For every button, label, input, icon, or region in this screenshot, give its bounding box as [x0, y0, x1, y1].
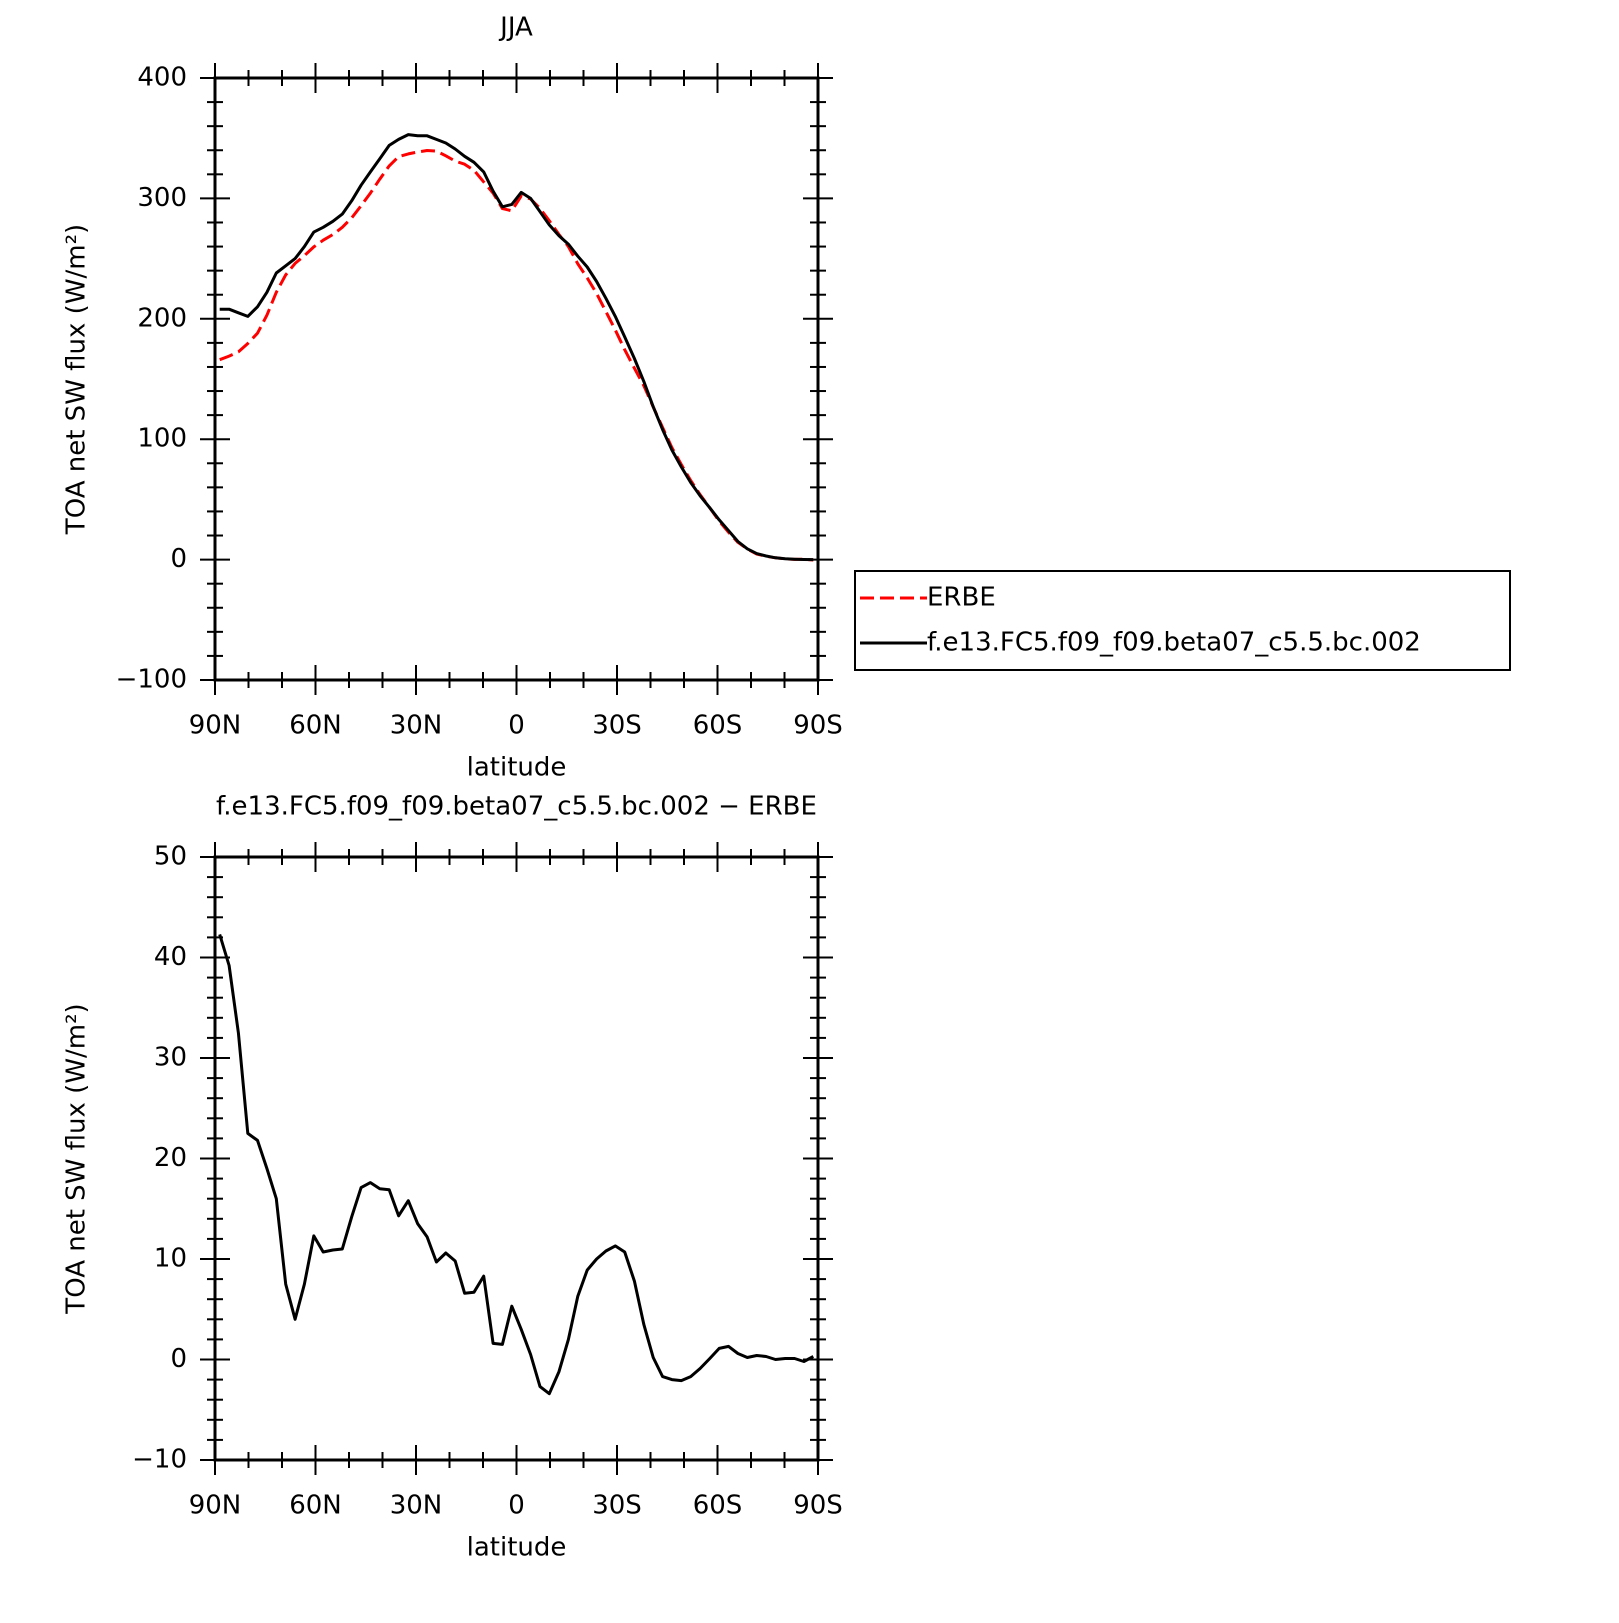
x-tick-label: 30S — [592, 1491, 642, 1521]
x-tick-label: 30N — [390, 1491, 443, 1521]
x-axis-label: latitude — [467, 1533, 567, 1563]
y-tick-label: 20 — [154, 1143, 187, 1173]
x-tick-label: 0 — [508, 1491, 525, 1521]
legend-box — [854, 570, 1511, 671]
y-tick-label: 400 — [137, 63, 187, 93]
x-tick-label: 60S — [693, 711, 743, 741]
data-line — [219, 133, 814, 562]
y-tick-label: 100 — [137, 424, 187, 454]
y-tick-label: −10 — [132, 1445, 187, 1475]
x-tick-label: 60N — [289, 1491, 342, 1521]
y-tick-label: 0 — [170, 544, 187, 574]
chart-title: f.e13.FC5.f09_f09.beta07_c5.5.bc.002 − E… — [216, 792, 817, 822]
plot-frame — [213, 76, 820, 682]
y-tick-label: 30 — [154, 1043, 187, 1073]
x-tick-label: 0 — [508, 711, 525, 741]
x-tick-label: 90S — [793, 1491, 843, 1521]
x-tick-label: 90S — [793, 711, 843, 741]
x-axis-label: latitude — [467, 753, 567, 783]
y-axis-label: TOA net SW flux (W/m²) — [62, 1003, 92, 1314]
x-tick-label: 60S — [693, 1491, 743, 1521]
y-axis-label: TOA net SW flux (W/m²) — [62, 224, 92, 535]
y-tick-label: 50 — [154, 842, 187, 872]
x-tick-label: 60N — [289, 711, 342, 741]
x-tick-label: 30N — [390, 711, 443, 741]
legend-label: ERBE — [927, 583, 996, 613]
legend-label: f.e13.FC5.f09_f09.beta07_c5.5.bc.002 — [927, 628, 1421, 658]
y-tick-label: −100 — [116, 665, 187, 695]
x-tick-label: 90N — [189, 1491, 242, 1521]
y-tick-label: 0 — [170, 1344, 187, 1374]
x-tick-label: 90N — [189, 711, 242, 741]
chart-title: JJA — [498, 13, 533, 43]
x-tick-label: 30S — [592, 711, 642, 741]
plot-frame — [213, 855, 820, 1462]
data-line — [218, 933, 815, 1396]
data-line — [219, 149, 814, 562]
y-tick-label: 300 — [137, 183, 187, 213]
y-tick-label: 200 — [137, 303, 187, 333]
y-tick-label: 40 — [154, 942, 187, 972]
y-tick-label: 10 — [154, 1244, 187, 1274]
